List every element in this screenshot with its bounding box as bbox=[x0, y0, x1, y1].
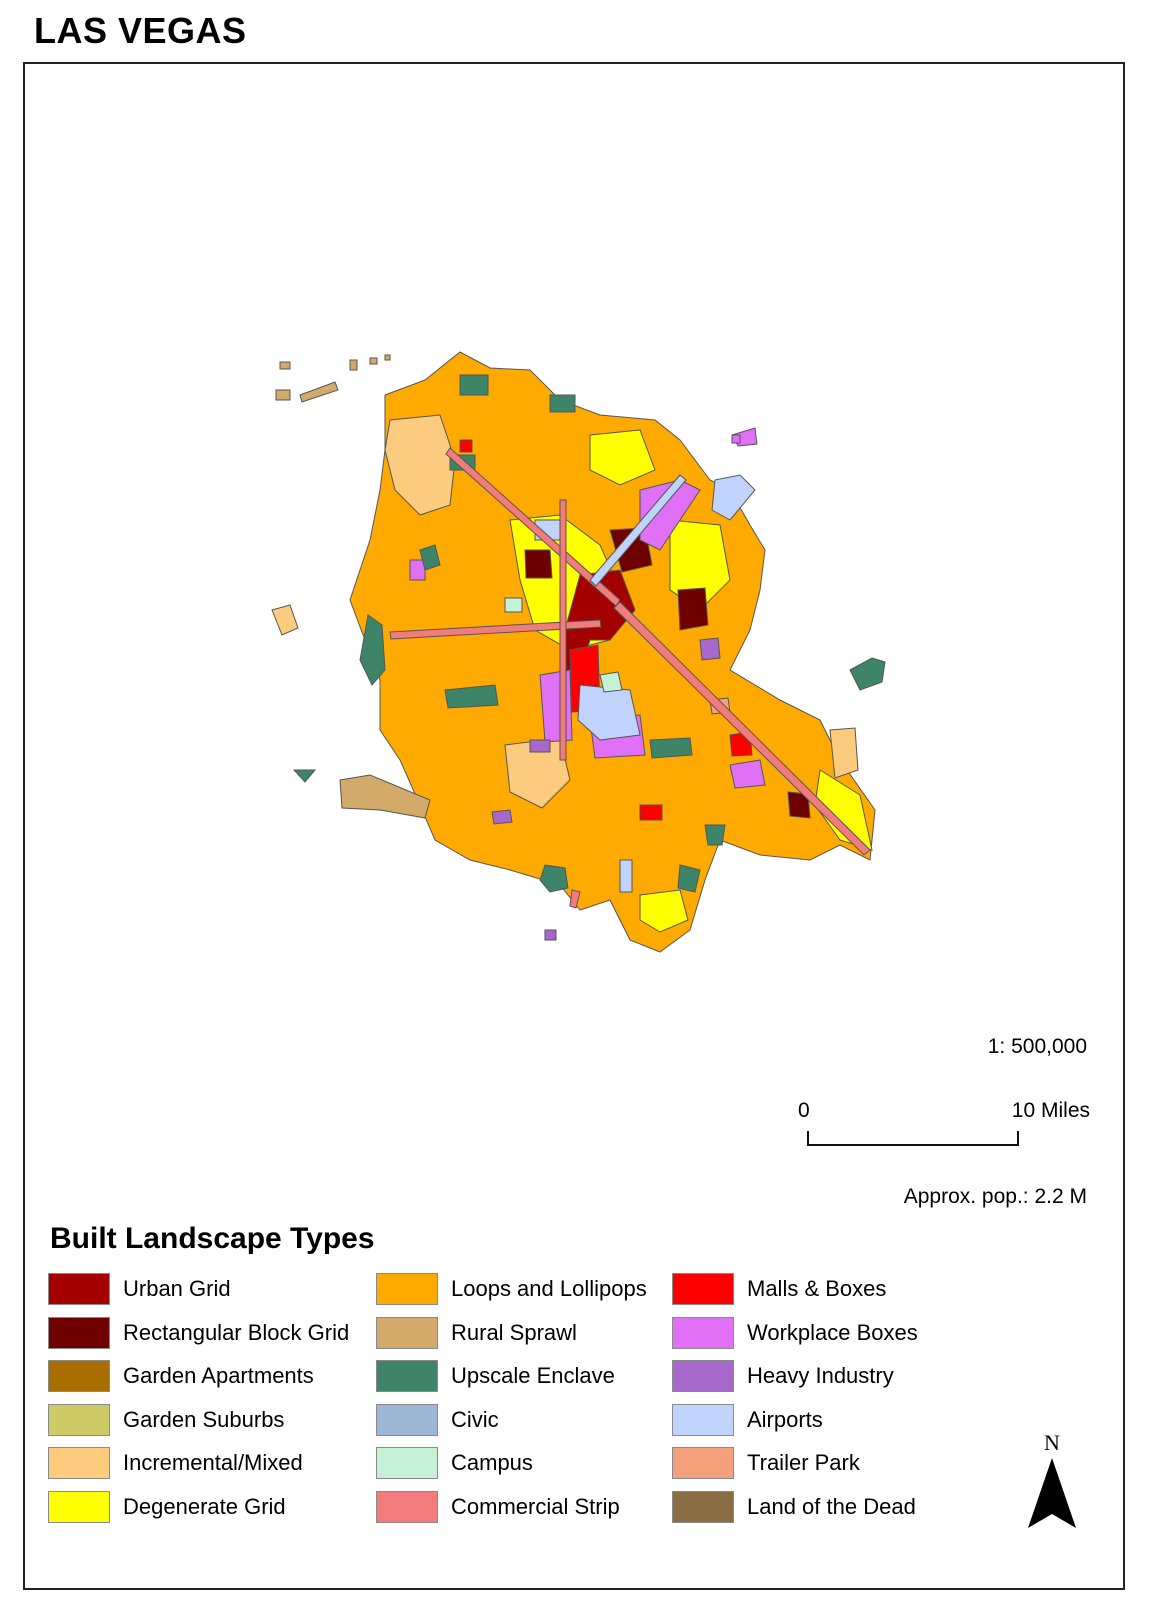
scale-ratio: 1: 500,000 bbox=[987, 1035, 1087, 1058]
legend-item-heavy-industry: Heavy Industry bbox=[672, 1358, 894, 1394]
legend-swatch bbox=[48, 1403, 110, 1436]
legend-swatch bbox=[376, 1360, 438, 1392]
legend-label: Land of the Dead bbox=[747, 1493, 916, 1519]
legend-label: Civic bbox=[451, 1406, 499, 1432]
las-vegas-landscape-map bbox=[271, 351, 886, 953]
scale-bar-start-label: 0 bbox=[798, 1099, 810, 1122]
map-frame bbox=[23, 62, 1125, 1590]
legend-swatch bbox=[376, 1316, 438, 1349]
legend-label: Airports bbox=[747, 1406, 823, 1432]
legend-item-loops-and-lollipops: Loops and Lollipops bbox=[376, 1271, 647, 1307]
legend-swatch bbox=[672, 1490, 734, 1523]
legend-item-rectangular-block-grid: Rectangular Block Grid bbox=[48, 1315, 349, 1351]
legend-label: Trailer Park bbox=[747, 1450, 860, 1475]
legend-swatch bbox=[376, 1403, 438, 1436]
legend-swatch bbox=[672, 1447, 734, 1479]
legend-item-degenerate-grid: Degenerate Grid bbox=[48, 1489, 286, 1525]
legend-swatch bbox=[376, 1273, 438, 1305]
legend-item-urban-grid: Urban Grid bbox=[48, 1271, 231, 1307]
north-label: N bbox=[1044, 1430, 1060, 1455]
legend-label: Garden Apartments bbox=[123, 1363, 314, 1388]
legend-item-upscale-enclave: Upscale Enclave bbox=[376, 1358, 615, 1394]
scale-bar-end-label: 10 Miles bbox=[1011, 1099, 1090, 1122]
legend-item-trailer-park: Trailer Park bbox=[672, 1445, 860, 1481]
legend-item-land-of-the-dead: Land of the Dead bbox=[672, 1489, 916, 1525]
population-note: Approx. pop.: 2.2 M bbox=[903, 1185, 1087, 1208]
legend-label: Rectangular Block Grid bbox=[123, 1319, 350, 1345]
legend-item-workplace-boxes: Workplace Boxes bbox=[672, 1315, 918, 1351]
legend-label: Workplace Boxes bbox=[747, 1319, 918, 1345]
legend-swatch bbox=[48, 1447, 110, 1479]
legend: Urban Grid Rectangular Block Grid Garden… bbox=[48, 1271, 1008, 1531]
legend-item-incremental-mixed: Incremental/Mixed bbox=[48, 1445, 303, 1481]
legend-swatch bbox=[48, 1316, 110, 1349]
legend-label: Upscale Enclave bbox=[451, 1363, 615, 1388]
legend-item-rural-sprawl: Rural Sprawl bbox=[376, 1315, 577, 1351]
scale-bar bbox=[807, 1131, 1019, 1146]
map-title: LAS VEGAS bbox=[34, 10, 247, 51]
north-arrow-icon bbox=[1028, 1458, 1076, 1528]
legend-label: Rural Sprawl bbox=[451, 1319, 577, 1345]
legend-item-commercial-strip: Commercial Strip bbox=[376, 1489, 620, 1525]
legend-label: Heavy Industry bbox=[747, 1363, 894, 1388]
legend-title: Built Landscape Types bbox=[50, 1222, 375, 1255]
legend-label: Commercial Strip bbox=[451, 1493, 620, 1519]
legend-swatch bbox=[672, 1273, 734, 1305]
urban-area-main bbox=[349, 351, 876, 953]
north-arrow: N bbox=[1024, 1430, 1080, 1534]
legend-swatch bbox=[672, 1360, 734, 1392]
legend-swatch bbox=[672, 1316, 734, 1349]
legend-swatch bbox=[672, 1403, 734, 1436]
legend-label: Urban Grid bbox=[123, 1276, 231, 1301]
legend-item-campus: Campus bbox=[376, 1445, 533, 1481]
legend-swatch bbox=[376, 1490, 438, 1523]
legend-swatch bbox=[48, 1273, 110, 1305]
map-base bbox=[271, 351, 886, 953]
legend-label: Incremental/Mixed bbox=[123, 1450, 303, 1475]
legend-item-civic: Civic bbox=[376, 1402, 499, 1438]
legend-swatch bbox=[48, 1490, 110, 1523]
legend-item-garden-suburbs: Garden Suburbs bbox=[48, 1402, 284, 1438]
legend-item-malls-and-boxes: Malls & Boxes bbox=[672, 1271, 886, 1307]
legend-swatch bbox=[48, 1360, 110, 1392]
legend-swatch bbox=[376, 1447, 438, 1479]
legend-label: Garden Suburbs bbox=[123, 1406, 285, 1432]
legend-label: Degenerate Grid bbox=[123, 1493, 286, 1519]
legend-label: Loops and Lollipops bbox=[451, 1276, 647, 1301]
legend-label: Campus bbox=[451, 1450, 533, 1475]
legend-label: Malls & Boxes bbox=[747, 1276, 887, 1301]
legend-item-airports: Airports bbox=[672, 1402, 823, 1438]
legend-item-garden-apartments: Garden Apartments bbox=[48, 1358, 314, 1394]
